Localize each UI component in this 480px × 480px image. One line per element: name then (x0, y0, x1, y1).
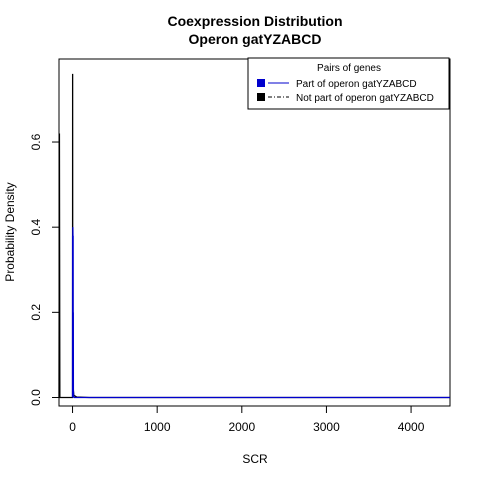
legend-label-1: Not part of operon gatYZABCD (296, 93, 434, 104)
chart-subtitle: Operon gatYZABCD (189, 31, 322, 47)
legend-swatch-0 (257, 79, 265, 87)
legend-swatch-1 (257, 93, 265, 101)
legend-label-0: Part of operon gatYZABCD (296, 79, 417, 90)
series-line-0 (71, 227, 450, 399)
x-tick-label: 4000 (398, 420, 425, 434)
x-axis: 0 1000 2000 3000 4000 (69, 405, 425, 434)
plot-frame (58, 58, 451, 407)
chart-title: Coexpression Distribution (167, 13, 342, 29)
y-axis: 0.0 0.2 0.4 0.6 (29, 133, 60, 406)
series-line-1 (58, 73, 450, 399)
x-tick-label: 3000 (313, 420, 340, 434)
y-tick-label: 0.0 (29, 389, 43, 406)
x-tick-label: 0 (69, 420, 76, 434)
legend: Pairs of genes Part of operon gatYZABCD … (247, 57, 450, 110)
x-tick-label: 2000 (228, 420, 255, 434)
y-tick-label: 0.6 (29, 133, 43, 150)
x-axis-title: SCR (242, 452, 268, 466)
y-tick-label: 0.4 (29, 219, 43, 236)
series-layer (58, 73, 450, 399)
y-tick-label: 0.2 (29, 304, 43, 321)
legend-title: Pairs of genes (317, 63, 381, 74)
y-axis-title: Probability Density (3, 182, 17, 281)
x-tick-label: 1000 (144, 420, 171, 434)
